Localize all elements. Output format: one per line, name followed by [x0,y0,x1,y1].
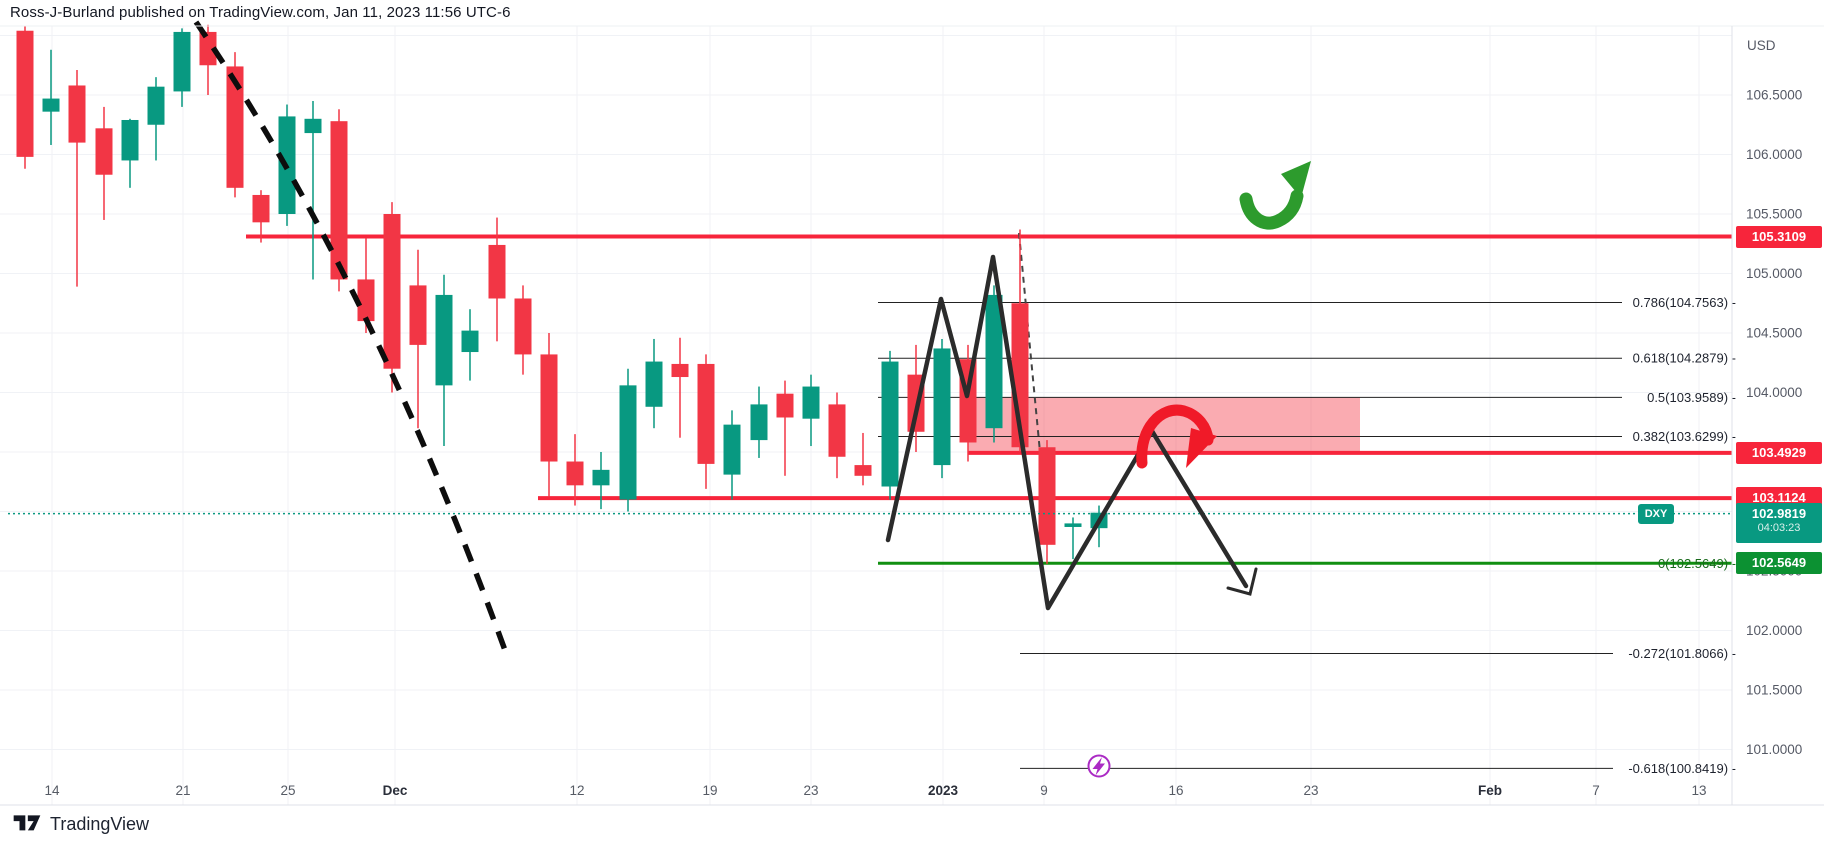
candle [304,100,322,280]
candle [173,28,191,107]
price-path-arrowhead [1226,567,1258,596]
lightning-bolt-glyph [1092,757,1105,776]
candle [697,354,715,489]
x-axis-label: 16 [1168,783,1183,798]
fib-level-label: 0(102.5649) - [1658,556,1736,571]
x-axis-label: Dec [383,783,408,798]
annotations[interactable] [193,20,1311,778]
y-axis-label: 106.0000 [1746,147,1802,162]
tradingview-logo-icon [12,810,42,839]
y-axis-label: 104.5000 [1746,326,1802,341]
green-up-arrow-head [1281,161,1311,198]
fib-labels: 0.786(104.7563) - 0.618(104.2879) - 0.5(10… [1628,295,1736,776]
candle [95,106,113,220]
candle [121,118,139,188]
red-rollover-arrow-head [1186,428,1217,468]
x-axis-label: Feb [1478,783,1502,798]
green-up-arrow[interactable] [1239,189,1304,230]
candle [776,380,794,476]
candle [1064,517,1082,560]
fib-level-label: -0.618(100.8419) - [1628,761,1736,776]
publish-caption: Ross-J-Burland published on TradingView.… [10,4,511,21]
x-axis-label: 25 [280,783,295,798]
candle [68,70,86,287]
x-axis-label: 9 [1040,783,1048,798]
candle [671,337,689,438]
candle [933,338,951,479]
candle [252,190,270,243]
candle [566,434,584,506]
candle [854,432,872,486]
candle [645,338,663,429]
grid [0,26,1732,805]
x-axis-label: 21 [175,783,190,798]
supply-zone[interactable] [968,397,1360,453]
candle [488,217,506,342]
y-axis-label: 102.0000 [1746,623,1802,638]
axis-labels: 106.5000 106.0000 105.5000 105.0000 104.5000… [44,88,1802,799]
y-axis-label: 105.5000 [1746,207,1802,222]
fib-connector-dashed [1018,232,1041,453]
candle [409,249,427,429]
x-axis-label: 13 [1691,783,1706,798]
y-axis-label: 102.5000 [1746,564,1802,579]
y-axis-label: 104.0000 [1746,385,1802,400]
fib-level-label: 0.618(104.2879) - [1633,351,1736,366]
fib-level-label: -0.272(101.8066) - [1628,646,1736,661]
candle [619,368,637,512]
candle [592,452,610,510]
candle [802,374,820,447]
candle [226,52,244,198]
x-axis-label: 14 [44,783,60,798]
red-rollover-arrow[interactable] [1136,404,1214,469]
candle [828,392,846,479]
x-axis-label: 12 [569,783,584,798]
candle [147,77,165,161]
x-axis-label: 7 [1592,783,1600,798]
x-axis-label: 19 [702,783,717,798]
tradingview-logo-text: TradingView [50,814,150,834]
candle [750,386,768,458]
candle [357,237,375,333]
x-axis-label: 23 [1303,783,1318,798]
y-axis-label: 101.5000 [1746,683,1802,698]
candle [383,202,401,393]
y-axis-label: 101.0000 [1746,742,1802,757]
y-axis-label: 106.5000 [1746,88,1802,103]
candle [540,333,558,498]
fib-level-label: 0.382(103.6299) - [1633,429,1736,444]
currency-axis-label: USD [1747,38,1776,53]
x-axis-label: 23 [803,783,818,798]
candle [723,410,741,500]
candle [514,285,532,375]
candle [461,309,479,381]
candle [881,350,899,500]
fib-level-label: 0.786(104.7563) - [1633,295,1736,310]
y-axis-label: 105.0000 [1746,266,1802,281]
fib-level-label: 0.5(103.9589) - [1647,390,1736,405]
y-axis-label: 103.0000 [1746,504,1802,519]
candlestick-series [16,24,1108,564]
candle [42,49,60,145]
candle [1038,440,1056,564]
candle [330,109,348,292]
candle [16,25,34,169]
y-axis-label: 103.5000 [1746,445,1802,460]
x-axis-label: 2023 [928,783,959,798]
candle [435,274,453,447]
candle [985,285,1003,443]
candle [199,24,217,95]
price-level-lines[interactable] [246,234,1732,565]
downtrend-dashed-line[interactable] [193,20,509,654]
tradingview-footer: TradingView [12,810,149,839]
